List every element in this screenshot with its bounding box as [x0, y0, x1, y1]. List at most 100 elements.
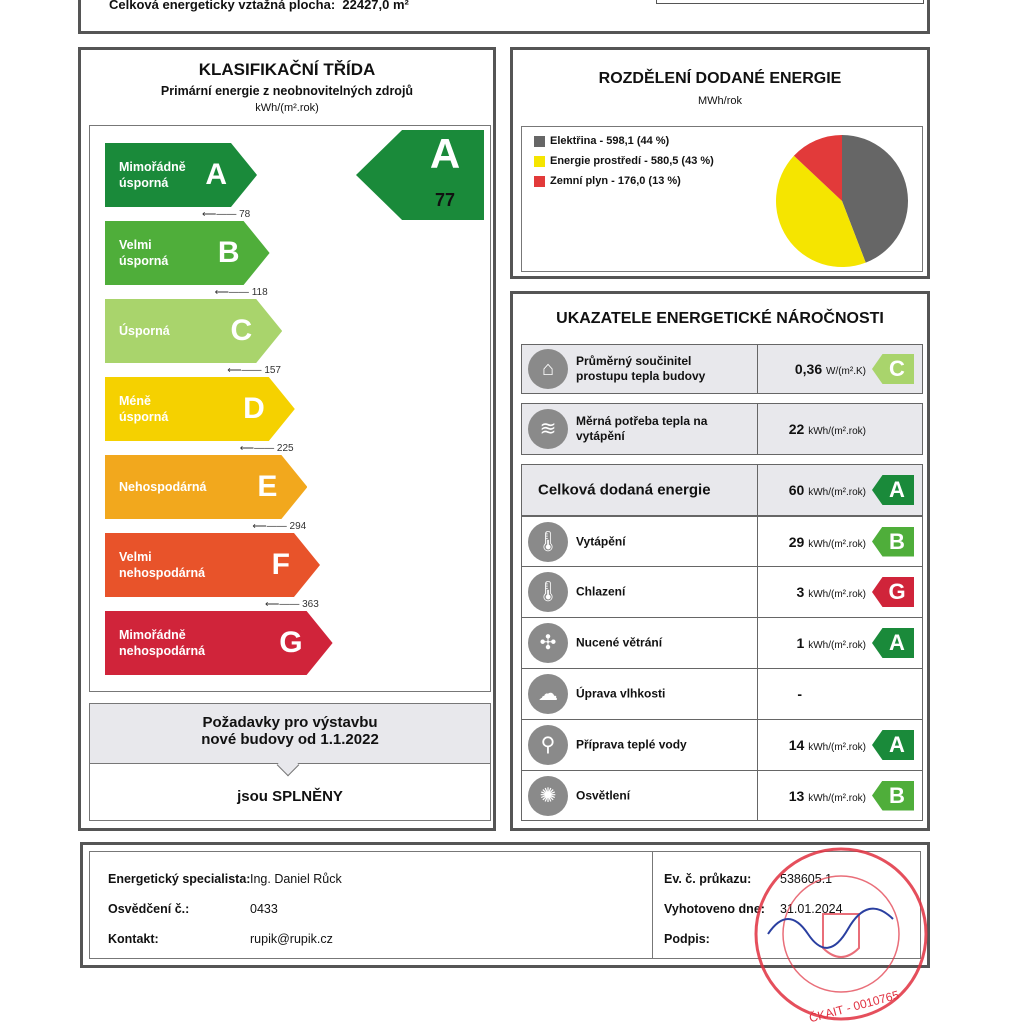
result-class-value: 77 [434, 190, 456, 210]
building-info-panel: Celková energeticky vztažná plocha: 2242… [78, 0, 930, 34]
house-icon: ⌂ [528, 349, 568, 389]
indicator-number: - [797, 686, 802, 702]
distribution-pie-chart [776, 135, 908, 267]
classification-unit: kWh/(m².rok) [255, 102, 319, 114]
contact-email[interactable]: rupik@rupik.cz [250, 932, 333, 946]
legend-swatch [534, 155, 545, 167]
indicator-label: Vytápění [576, 534, 626, 548]
indicator-row: ⌂ Průměrný součinitel prostupu tepla budo… [521, 344, 923, 394]
certificate-number: 0433 [250, 902, 278, 916]
indicator-number: 3 [796, 584, 805, 600]
indicator-label-cell [522, 567, 758, 617]
legend-item: Zemní plyn - 176,0 (13 %) [534, 171, 714, 191]
scale-frame: Mimořádně úsporná A ⟵—— 78 Velmi úsporná B ⟵—… [89, 125, 491, 692]
indicator-label-cell [522, 771, 758, 820]
indicator-unit: kWh/(m².rok) [808, 589, 866, 600]
class-threshold: ⟵—— 363 [265, 599, 319, 610]
indicator-row: ☁ Úprava vlhkosti - [521, 668, 923, 719]
signature [767, 907, 894, 949]
energy-class-letter: F [271, 548, 290, 581]
energy-class-bar-c: Úsporná C [105, 299, 282, 363]
indicator-number: 13 [788, 787, 805, 804]
indicator-label: Příprava teplé vody [576, 737, 687, 752]
energy-class-label: Mimořádně úsporná [119, 160, 186, 190]
requirements-box: Požadavky pro výstavbu nové budovy od 1.… [89, 703, 491, 821]
legend-label: Elektřina - 598,1 (44 %) [550, 135, 670, 147]
indicator-row: 🌡 Vytápění 29 kWh/(m².rok) B [521, 516, 923, 566]
result-class-letter: A [429, 130, 461, 177]
indicator-label: Úprava vlhkosti [576, 686, 666, 701]
indicator-unit: W/(m².K) [826, 366, 866, 377]
date-label: Vyhotoveno dne: [664, 902, 765, 916]
energy-class-letter: C [230, 314, 253, 347]
thermometer-heating-icon: 🌡 [528, 521, 568, 562]
energy-class-label: Nehospodárná [119, 480, 207, 494]
signature-label: Podpis: [664, 932, 710, 946]
class-badge-b: B [872, 780, 914, 811]
indicator-value: 3 kWh/(m².rok) [797, 584, 866, 600]
indicator-label-cell [522, 669, 758, 719]
class-badge-c: C [872, 354, 914, 384]
indicator-label-cell [522, 465, 758, 515]
indicator-number: 29 [788, 533, 805, 550]
legend-label: Energie prostředí - 580,5 (43 %) [550, 155, 714, 167]
energy-class-label: Velmi úsporná [119, 238, 169, 268]
pie-slice [842, 135, 908, 263]
energy-class-bar-b: Velmi úsporná B [105, 221, 270, 285]
indicator-label: Nucené větrání [576, 635, 663, 650]
energy-class-letter: A [205, 158, 227, 191]
divider [652, 852, 653, 958]
energy-class-letter: D [243, 392, 265, 425]
legend-item: Energie prostředí - 580,5 (43 %) [534, 151, 714, 171]
indicator-label: Průměrný součinitel prostupu tepla budov… [576, 354, 706, 383]
indicator-unit: kWh/(m².rok) [808, 792, 866, 804]
specialist-panel: Energetický specialista: Ing. Daniel Růc… [80, 842, 930, 968]
building-image-frame [656, 0, 924, 4]
classification-panel: KLASIFIKAČNÍ TŘÍDA Primární energie z ne… [78, 47, 496, 831]
indicator-value: 14 kWh/(m².rok) [789, 737, 866, 753]
class-badge-a: A [872, 475, 914, 505]
indicator-number: 14 [788, 737, 805, 753]
indicator-value: 13 kWh/(m².rok) [789, 788, 866, 804]
energy-class-bar-g: Mimořádně nehospodárná G [105, 611, 333, 675]
class-badge-b: B [872, 526, 914, 557]
energy-class-bar-f: Velmi nehospodárná F [105, 533, 320, 597]
energy-class-bar-d: Méně úsporná D [105, 377, 295, 441]
floor-area-label: Celková energeticky vztažná plocha: [109, 0, 336, 12]
indicator-value: 22 kWh/(m².rok) [789, 421, 866, 437]
energy-class-letter: E [257, 470, 278, 503]
class-threshold: ⟵—— 294 [252, 521, 307, 532]
indicator-label: Chlazení [576, 584, 626, 599]
indicator-value: 60 kWh/(m².rok) [789, 482, 866, 498]
floor-area-value: 22427,0 m² [342, 0, 409, 12]
distribution-chart-frame: Elektřina - 598,1 (44 %) Energie prostřed… [521, 126, 923, 272]
humidity-icon: ☁ [528, 674, 568, 714]
energy-class-letter: G [279, 626, 303, 659]
class-badge-a: A [872, 628, 914, 658]
record-number: 538605.1 [780, 872, 833, 886]
indicator-unit: kWh/(m².rok) [808, 487, 866, 498]
indicator-value: 29 kWh/(m².rok) [789, 534, 866, 550]
class-threshold: ⟵—— 225 [239, 443, 294, 454]
class-threshold: ⟵—— 157 [227, 365, 281, 376]
indicator-number: 1 [796, 635, 805, 651]
legend-swatch [534, 135, 545, 147]
authorization-stamp: ČKAIT - 0010765 [754, 847, 928, 1024]
date-value: 31.01.2024 [780, 902, 843, 916]
indicator-unit: kWh/(m².rok) [808, 426, 866, 437]
indicator-value: - [797, 686, 802, 702]
indicator-row: Celková dodaná energie 60 kWh/(m².rok) A [521, 464, 923, 516]
legend-label: Zemní plyn - 176,0 (13 %) [550, 175, 681, 187]
energy-distribution-panel: ROZDĚLENÍ DODANÉ ENERGIE MWh/rok Elektři… [510, 47, 930, 279]
class-threshold: ⟵—— 118 [214, 287, 268, 298]
class-badge-a: A [872, 730, 914, 760]
legend-item: Elektřina - 598,1 (44 %) [534, 131, 714, 151]
classification-subtitle: Primární energie z neobnovitelných zdroj… [160, 84, 414, 98]
legend-swatch [534, 175, 545, 187]
indicator-row: 🌡 Chlazení 3 kWh/(m².rok) G [521, 566, 923, 617]
indicator-unit: kWh/(m².rok) [808, 538, 866, 550]
lightbulb-icon: ✺ [528, 775, 568, 816]
classification-title: KLASIFIKAČNÍ TŘÍDA [198, 60, 376, 79]
indicator-label-cell [522, 404, 758, 454]
indicator-row: ≋ Měrná potřeba tepla na vytápění 22 kWh/(… [521, 403, 923, 455]
